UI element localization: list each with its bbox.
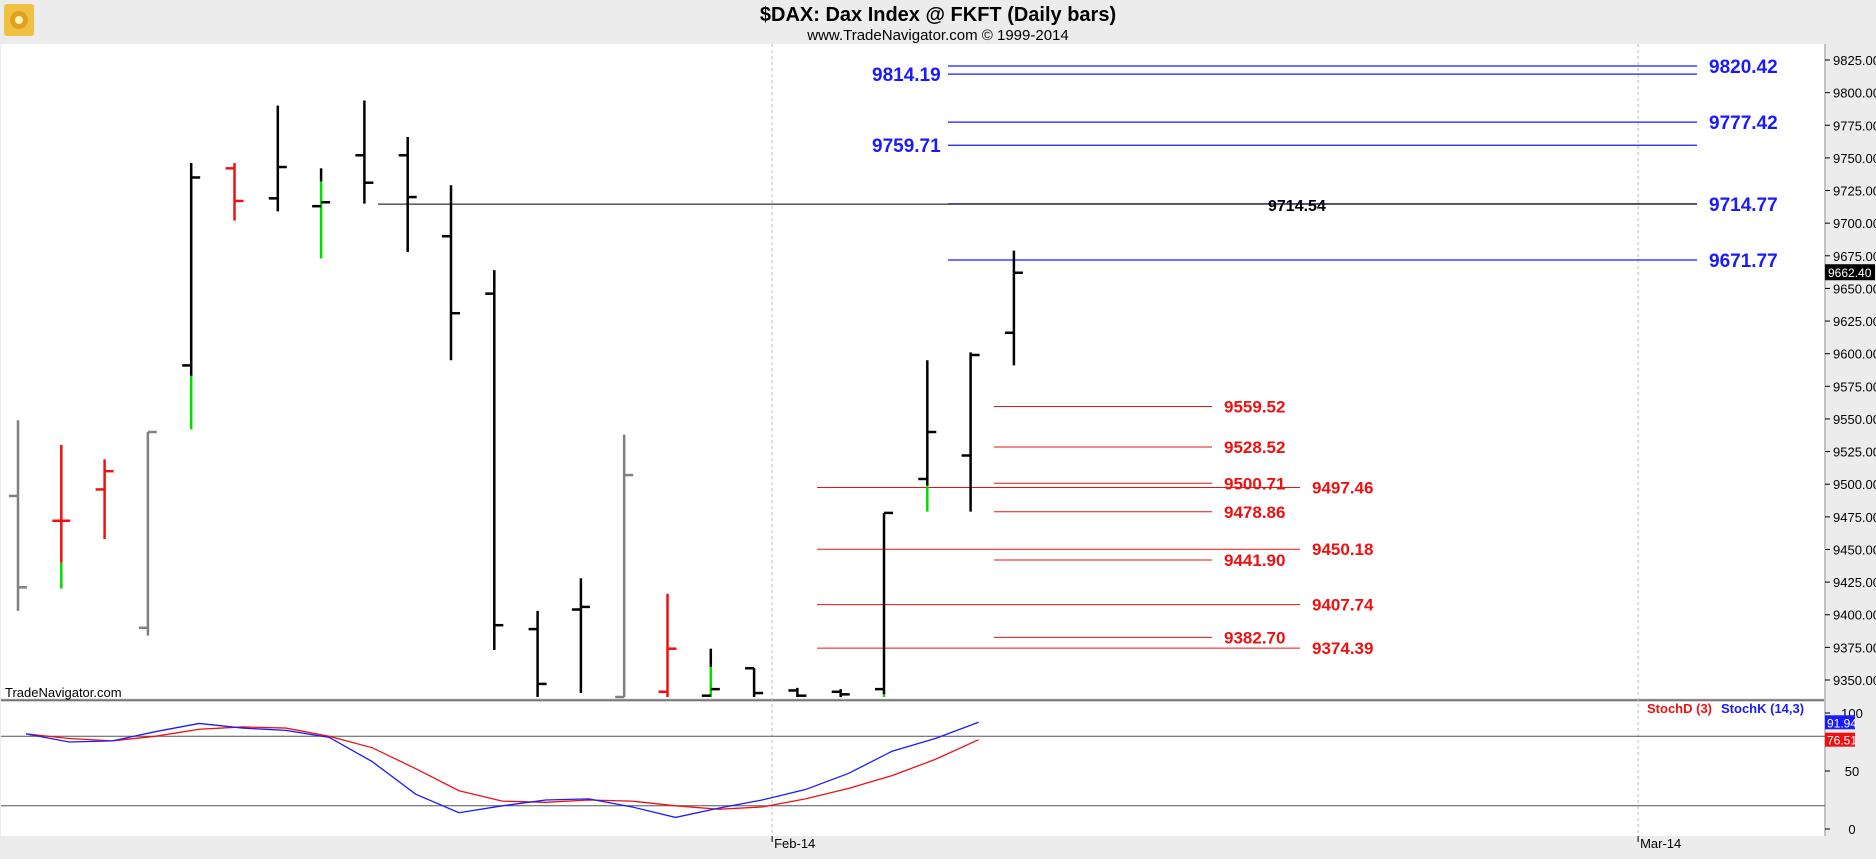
- stoch-last-box-1: [1825, 715, 1855, 730]
- ohlc-bar-18: [788, 687, 807, 697]
- stoch-panel-background: [1, 702, 1824, 836]
- date-label-0: Feb-14: [774, 836, 815, 851]
- legend-stochk: StochK (14,3): [1721, 701, 1804, 716]
- legend-stochd: StochD (3): [1647, 701, 1712, 716]
- black-level-label: 9714.54: [1268, 198, 1326, 215]
- ohlc-bar-7: [312, 168, 331, 259]
- price-tick-label-8: 9550.00: [1833, 412, 1876, 427]
- ohlc-bar-13: [571, 578, 590, 694]
- price-tick-label-11: 9625.00: [1833, 314, 1876, 329]
- ohlc-bar-14: [615, 434, 634, 699]
- price-tick-label-3: 9425.00: [1833, 575, 1876, 590]
- blue-level-label-3: 9759.71: [872, 136, 941, 157]
- ohlc-bars: [9, 100, 1023, 699]
- red-short-label-0: 9559.52: [1224, 398, 1285, 417]
- price-tick-label-5: 9475.00: [1833, 510, 1876, 525]
- price-tick-label-18: 9800.00: [1833, 86, 1876, 101]
- price-tick-label-15: 9725.00: [1833, 184, 1876, 199]
- blue-level-label-5: 9671.77: [1709, 251, 1778, 272]
- ohlc-bar-15: [658, 593, 677, 697]
- last-price-label: 9662.40: [1828, 266, 1872, 280]
- stoch-line-1: [25, 721, 979, 819]
- price-tick-label-1: 9375.00: [1833, 640, 1876, 655]
- stoch-last-box-0: [1825, 732, 1855, 747]
- blue-level-label-2: 9777.42: [1709, 113, 1778, 134]
- price-tick-label-14: 9700.00: [1833, 216, 1876, 231]
- price-tick-label-17: 9775.00: [1833, 118, 1876, 133]
- red-short-label-4: 9441.90: [1224, 551, 1285, 570]
- ohlc-bar-11: [485, 270, 504, 650]
- price-tick-label-12: 9650.00: [1833, 281, 1876, 296]
- price-axis: 9350.00 9375.00 9400.00 9425.00 9450.00 9475.…: [1825, 53, 1876, 688]
- last-price-box: [1825, 264, 1875, 281]
- price-levels: 9820.42 9814.19 9777.42 9759.71 9714.77 9671.…: [378, 57, 1778, 658]
- chart-title: $DAX: Dax Index @ FKFT (Daily bars): [760, 4, 1116, 26]
- red-short-label-2: 9500.71: [1224, 474, 1285, 493]
- ohlc-bar-5: [225, 163, 244, 221]
- ohlc-bar-3: [138, 430, 157, 636]
- ohlc-bar-22: [961, 352, 980, 512]
- vertical-gridlines: [771, 44, 1639, 836]
- ohlc-bar-12: [528, 610, 547, 697]
- blue-level-label-1: 9814.19: [872, 65, 941, 86]
- price-tick-label-13: 9675.00: [1833, 249, 1876, 264]
- ohlc-bar-9: [398, 137, 417, 252]
- stoch-tick-label-1: 50: [1845, 764, 1859, 779]
- chart-subtitle: www.TradeNavigator.com © 1999-2014: [806, 27, 1068, 44]
- price-tick-label-7: 9525.00: [1833, 445, 1876, 460]
- date-axis: Feb-14 Mar-14: [771, 836, 1681, 851]
- plot-background: [1, 44, 1824, 698]
- price-tick-label-0: 9350.00: [1833, 673, 1876, 688]
- ohlc-bar-0: [9, 420, 27, 611]
- price-tick-label-4: 9450.00: [1833, 542, 1876, 557]
- ohlc-bar-23: [1004, 250, 1023, 366]
- stoch-last-label-1: 91.94: [1827, 716, 1857, 730]
- stoch-tick-label-0: 0: [1848, 822, 1855, 837]
- ohlc-bar-10: [442, 185, 460, 361]
- ohlc-bar-1: [52, 445, 71, 589]
- ohlc-bar-20: [875, 511, 893, 697]
- red-long-label-2: 9407.74: [1312, 596, 1374, 615]
- red-long-label-0: 9497.46: [1312, 479, 1373, 498]
- red-short-label-1: 9528.52: [1224, 438, 1285, 457]
- ohlc-bar-16: [701, 648, 720, 697]
- price-tick-label-9: 9575.00: [1833, 379, 1876, 394]
- price-tick-label-19: 9825.00: [1833, 53, 1876, 68]
- price-tick-label-16: 9750.00: [1833, 151, 1876, 166]
- price-tick-label-6: 9500.00: [1833, 477, 1876, 492]
- ohlc-bar-21: [918, 360, 937, 512]
- stoch-line-0: [25, 726, 979, 810]
- blue-level-label-0: 9820.42: [1709, 57, 1778, 78]
- red-short-label-5: 9382.70: [1224, 628, 1285, 647]
- blue-level-label-4: 9714.77: [1709, 195, 1778, 216]
- price-tick-label-2: 9400.00: [1833, 608, 1876, 623]
- ohlc-bar-8: [355, 100, 374, 204]
- ohlc-bar-17: [745, 667, 764, 697]
- logo-icon: [4, 4, 34, 36]
- ohlc-bar-6: [268, 105, 287, 212]
- ohlc-bar-19: [831, 689, 850, 697]
- date-label-1: Mar-14: [1640, 836, 1681, 851]
- price-tick-label-10: 9600.00: [1833, 347, 1876, 362]
- red-short-label-3: 9478.86: [1224, 503, 1285, 522]
- red-long-label-3: 9374.39: [1312, 639, 1373, 658]
- ohlc-bar-4: [182, 163, 201, 430]
- watermark-label: TradeNavigator.com: [5, 685, 122, 700]
- ohlc-bar-2: [95, 459, 114, 540]
- stoch-last-label-0: 76.51: [1827, 734, 1857, 748]
- red-long-label-1: 9450.18: [1312, 540, 1373, 559]
